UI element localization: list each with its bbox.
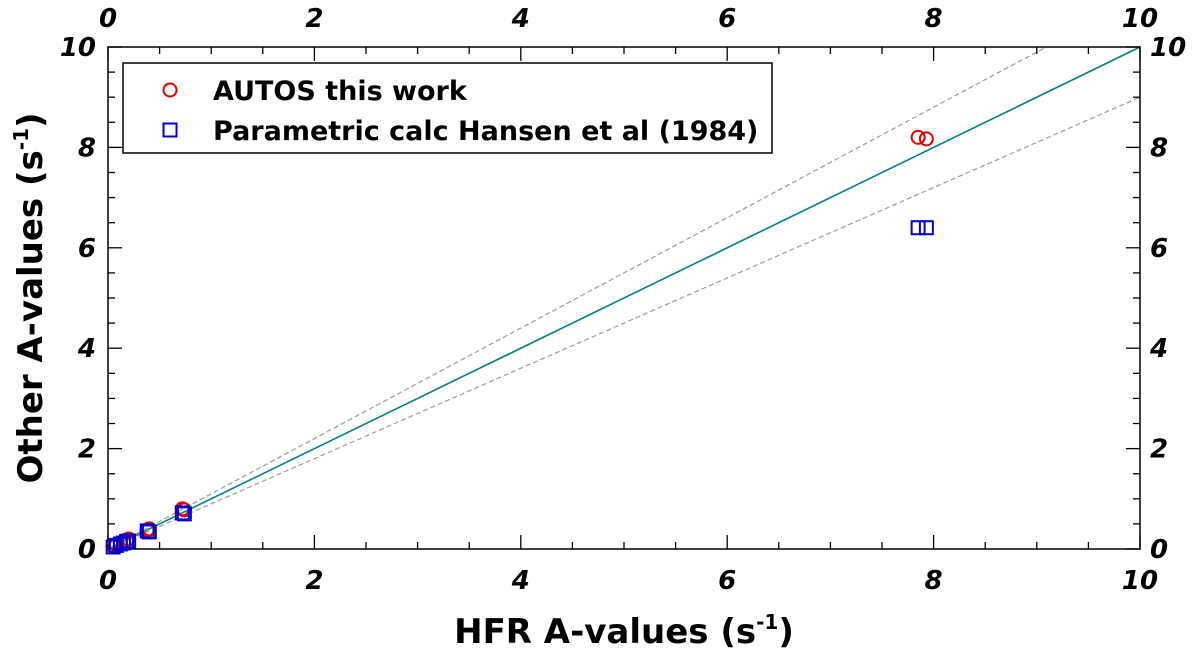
x-tick-label: 6 xyxy=(718,566,736,596)
y-tick-label-right: 2 xyxy=(1150,435,1168,465)
x-tick-label-top: 6 xyxy=(718,4,736,34)
y-axis-title: Other A-values (s-1) xyxy=(9,112,51,483)
y-tick-label: 0 xyxy=(78,535,96,565)
reference-line-2 xyxy=(107,96,1141,550)
data-point-square xyxy=(139,523,155,539)
y-tick-label-right: 4 xyxy=(1149,334,1168,364)
x-axis-title: HFR A-values (s-1) xyxy=(454,610,794,652)
y-tick-label: 10 xyxy=(60,33,96,63)
legend: AUTOS this work Parametric calc Hansen et… xyxy=(122,62,773,154)
data-point-square xyxy=(141,524,157,540)
x-tick-label: 10 xyxy=(1122,566,1158,596)
x-tick-label-top: 2 xyxy=(305,4,323,34)
data-point-square xyxy=(910,220,926,236)
y-tick-label: 8 xyxy=(78,133,96,163)
data-point-square xyxy=(174,505,190,521)
data-point-square xyxy=(176,506,192,522)
y-tick-label: 4 xyxy=(77,334,96,364)
reference-line-0 xyxy=(107,46,1141,550)
legend-label-1: Parametric calc Hansen et al (1984) xyxy=(213,116,758,147)
y-tick-label-right: 10 xyxy=(1150,33,1186,63)
legend-marker-0 xyxy=(162,82,178,98)
y-tick-label-right: 8 xyxy=(1150,133,1168,163)
x-tick-label: 4 xyxy=(511,566,530,596)
data-point-circle xyxy=(918,131,934,147)
x-tick-label-top: 8 xyxy=(925,4,943,34)
data-point-square xyxy=(115,535,131,551)
y-tick-label: 6 xyxy=(78,234,96,264)
y-tick-label: 2 xyxy=(78,435,96,465)
x-tick-label-top: 0 xyxy=(99,4,117,34)
x-tick-label-top: 10 xyxy=(1122,4,1158,34)
x-tick-label-top: 4 xyxy=(511,4,530,34)
legend-label-0: AUTOS this work xyxy=(213,76,468,107)
legend-box xyxy=(122,62,773,154)
x-tick-label: 8 xyxy=(925,566,943,596)
data-point-circle xyxy=(910,129,926,145)
legend-marker-1 xyxy=(162,122,178,138)
y-tick-label-right: 6 xyxy=(1150,234,1168,264)
x-tick-label: 2 xyxy=(305,566,323,596)
y-tick-label-right: 0 xyxy=(1150,535,1168,565)
reference-line-1 xyxy=(107,46,1047,550)
x-tick-label: 0 xyxy=(99,566,117,596)
data-point-square xyxy=(121,533,137,549)
data-point-square xyxy=(918,220,934,236)
